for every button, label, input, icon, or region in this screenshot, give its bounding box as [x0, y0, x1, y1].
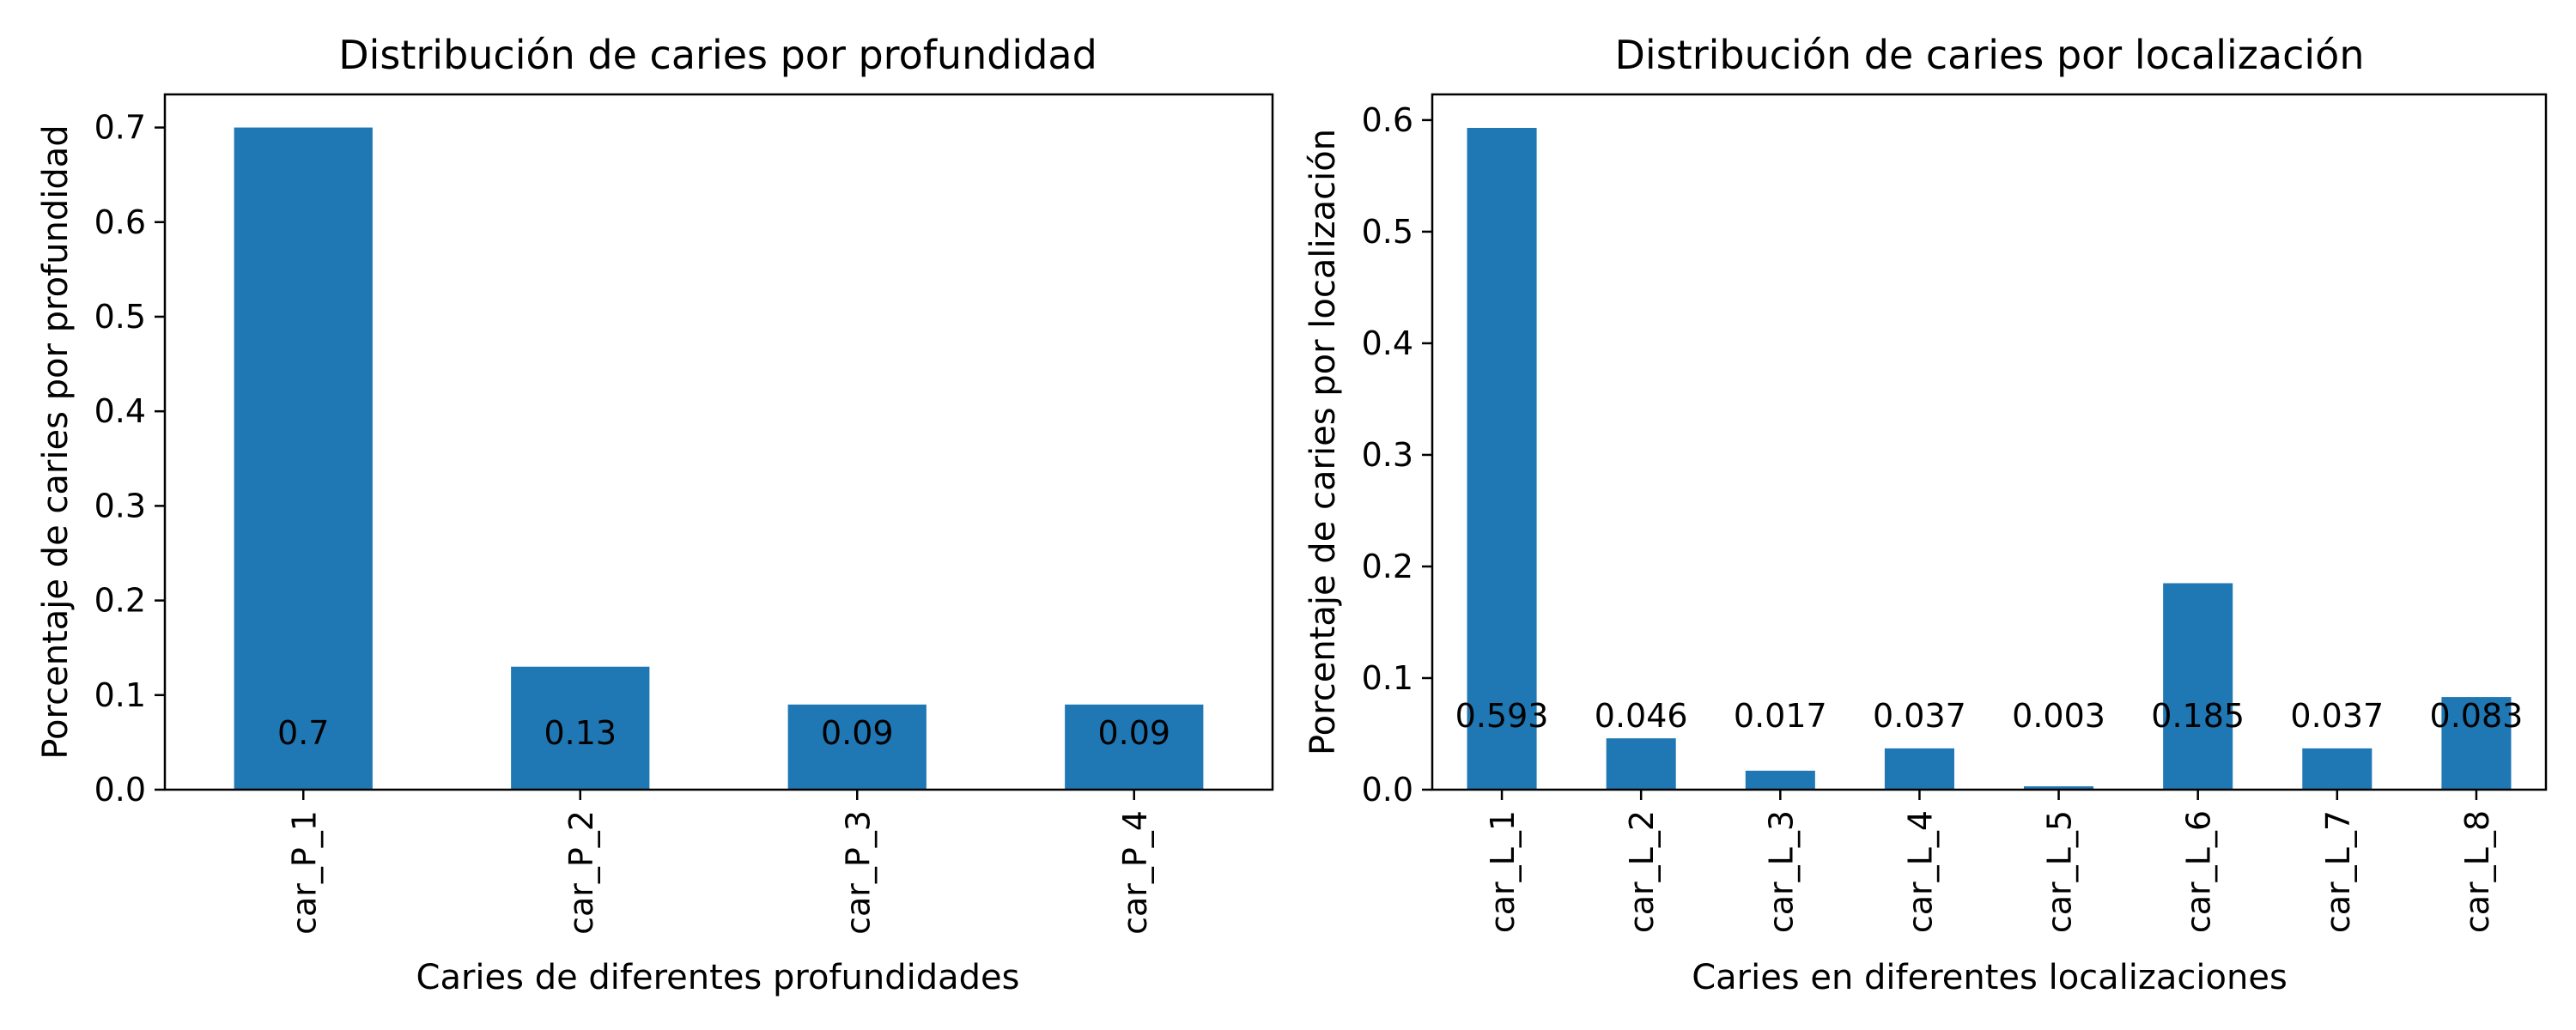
- location-chart-bar-car_L_1: [1467, 128, 1537, 790]
- location-chart-x-tick-label-car_L_5: car_L_5: [2041, 810, 2079, 933]
- location-chart-x-tick-label-car_L_2: car_L_2: [1623, 810, 1661, 933]
- depth-chart-data-label-car_P_2: 0.13: [544, 714, 617, 752]
- depth-chart-data-label-car_P_4: 0.09: [1097, 714, 1170, 752]
- location-chart-data-label-car_L_2: 0.046: [1595, 697, 1688, 735]
- location-chart-bar-car_L_4: [1884, 748, 1954, 790]
- depth-chart-y-tick-label-7: 0.7: [94, 109, 146, 147]
- location-chart-bar-car_L_7: [2302, 748, 2372, 790]
- depth-chart-data-labels: 0.7 0.13 0.09 0.09: [277, 714, 1170, 752]
- depth-chart-y-tick-label-0: 0.0: [94, 771, 146, 809]
- depth-chart-x-tick-label-car_P_3: car_P_3: [839, 810, 877, 935]
- location-chart-data-label-car_L_4: 0.037: [1873, 697, 1966, 735]
- depth-chart-y-tick-label-1: 0.1: [94, 676, 146, 714]
- location-chart-y-ticks: 0.0 0.1 0.2 0.3 0.4 0.5 0.6: [1362, 101, 1432, 809]
- location-chart-bar-car_L_2: [1606, 738, 1676, 790]
- location-chart-data-label-car_L_5: 0.003: [2012, 697, 2105, 735]
- location-chart-data-label-car_L_7: 0.037: [2290, 697, 2384, 735]
- depth-chart-frame: [163, 93, 1274, 791]
- location-chart-y-tick-label-2: 0.2: [1362, 548, 1413, 585]
- location-chart-bars: [1467, 128, 2512, 790]
- depth-chart-y-ticks: 0.0 0.1 0.2 0.3 0.4 0.5 0.6 0.7: [94, 109, 165, 809]
- location-chart-data-label-car_L_1: 0.593: [1455, 697, 1549, 735]
- location-chart-data-label-car_L_3: 0.017: [1734, 697, 1827, 735]
- location-chart-x-axis-label: Caries en diferentes localizaciones: [1692, 958, 2287, 997]
- depth-chart-bar-car_P_2: [511, 666, 650, 790]
- location-chart-data-label-car_L_8: 0.083: [2430, 697, 2524, 735]
- depth-chart-y-tick-label-6: 0.6: [94, 203, 146, 241]
- depth-chart-bar-car_P_3: [787, 704, 927, 790]
- location-chart-y-tick-label-0: 0.0: [1362, 771, 1413, 809]
- location-chart-y-tick-label-3: 0.3: [1362, 436, 1413, 474]
- depth-chart-data-label-car_P_1: 0.7: [277, 714, 329, 752]
- location-chart-y-tick-label-4: 0.4: [1362, 324, 1413, 362]
- location-chart-bar-car_L_6: [2163, 583, 2233, 790]
- depth-chart-x-tick-label-car_P_2: car_P_2: [562, 810, 600, 935]
- depth-chart-y-tick-label-5: 0.5: [94, 298, 146, 336]
- location-chart-bar-car_L_8: [2441, 697, 2512, 790]
- location-chart-y-tick-label-1: 0.1: [1362, 659, 1413, 697]
- depth-chart-x-axis-label: Caries de diferentes profundidades: [416, 958, 1020, 997]
- location-chart: Distribución de caries por localización …: [1303, 32, 2548, 997]
- location-chart-title: Distribución de caries por localización: [1615, 32, 2365, 78]
- depth-chart-data-label-car_P_3: 0.09: [821, 714, 894, 752]
- location-chart-data-labels: 0.593 0.046 0.017 0.037 0.003 0.185 0.037 0.083: [1455, 697, 2524, 735]
- location-chart-y-axis-label: Porcentaje de caries por localización: [1303, 129, 1343, 755]
- depth-chart-x-ticks: car_P_1 car_P_2 car_P_3 car_P_4: [285, 790, 1154, 935]
- depth-chart-x-tick-label-car_P_1: car_P_1: [285, 810, 323, 935]
- depth-chart-bar-car_P_4: [1065, 704, 1204, 790]
- depth-chart-bars: [234, 127, 1204, 791]
- depth-chart: Distribución de caries por profundidad P…: [36, 32, 1274, 997]
- location-chart-frame: [1431, 93, 2548, 791]
- location-chart-y-tick-label-6: 0.6: [1362, 101, 1413, 139]
- depth-chart-y-tick-label-2: 0.2: [94, 582, 146, 620]
- depth-chart-y-tick-label-3: 0.3: [94, 487, 146, 524]
- depth-chart-y-axis-label: Porcentaje de caries por profundidad: [36, 124, 76, 759]
- location-chart-x-tick-label-car_L_6: car_L_6: [2180, 810, 2218, 933]
- location-chart-bar-car_L_5: [2024, 786, 2094, 790]
- location-chart-y-tick-label-5: 0.5: [1362, 213, 1413, 251]
- depth-chart-bar-car_P_1: [234, 127, 373, 791]
- depth-chart-x-tick-label-car_P_4: car_P_4: [1116, 810, 1154, 935]
- location-chart-bar-car_L_3: [1745, 770, 1815, 790]
- depth-chart-title: Distribución de caries por profundidad: [338, 32, 1097, 78]
- depth-chart-y-tick-label-4: 0.4: [94, 392, 146, 430]
- location-chart-x-tick-label-car_L_1: car_L_1: [1484, 810, 1522, 933]
- location-chart-x-tick-label-car_L_4: car_L_4: [1901, 810, 1939, 933]
- location-chart-data-label-car_L_6: 0.185: [2151, 697, 2245, 735]
- location-chart-x-tick-label-car_L_3: car_L_3: [1762, 810, 1800, 933]
- location-chart-x-tick-label-car_L_7: car_L_7: [2319, 810, 2357, 933]
- location-chart-x-ticks: car_L_1 car_L_2 car_L_3 car_L_4 car_L_5 car_L…: [1484, 790, 2496, 933]
- location-chart-x-tick-label-car_L_8: car_L_8: [2458, 810, 2496, 933]
